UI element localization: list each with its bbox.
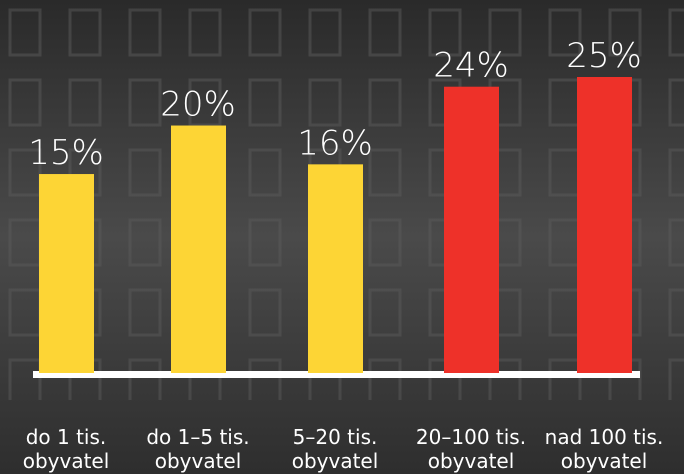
x-tick-label: do 1 tis. [26,425,107,449]
value-label: 24% [433,46,509,86]
value-label: 20% [160,85,236,125]
x-tick-label: nad 100 tis. [545,425,664,449]
baseline [33,371,640,378]
x-tick-label: obyvatel [155,449,242,473]
value-label: 15% [28,133,104,173]
x-tick-label: obyvatel [23,449,110,473]
x-tick-label: do 1–5 tis. [146,425,249,449]
bar [308,164,363,373]
x-tick-label: 5–20 tis. [293,425,378,449]
x-tick-label: obyvatel [561,449,648,473]
x-tick-label: 20–100 tis. [416,425,526,449]
value-label: 25% [566,36,642,76]
bar [444,86,499,373]
value-label: 16% [297,123,373,163]
bar [577,77,632,373]
x-tick-label: obyvatel [428,449,515,473]
bar [39,174,94,373]
bar [171,125,226,373]
x-tick-label: obyvatel [292,449,379,473]
